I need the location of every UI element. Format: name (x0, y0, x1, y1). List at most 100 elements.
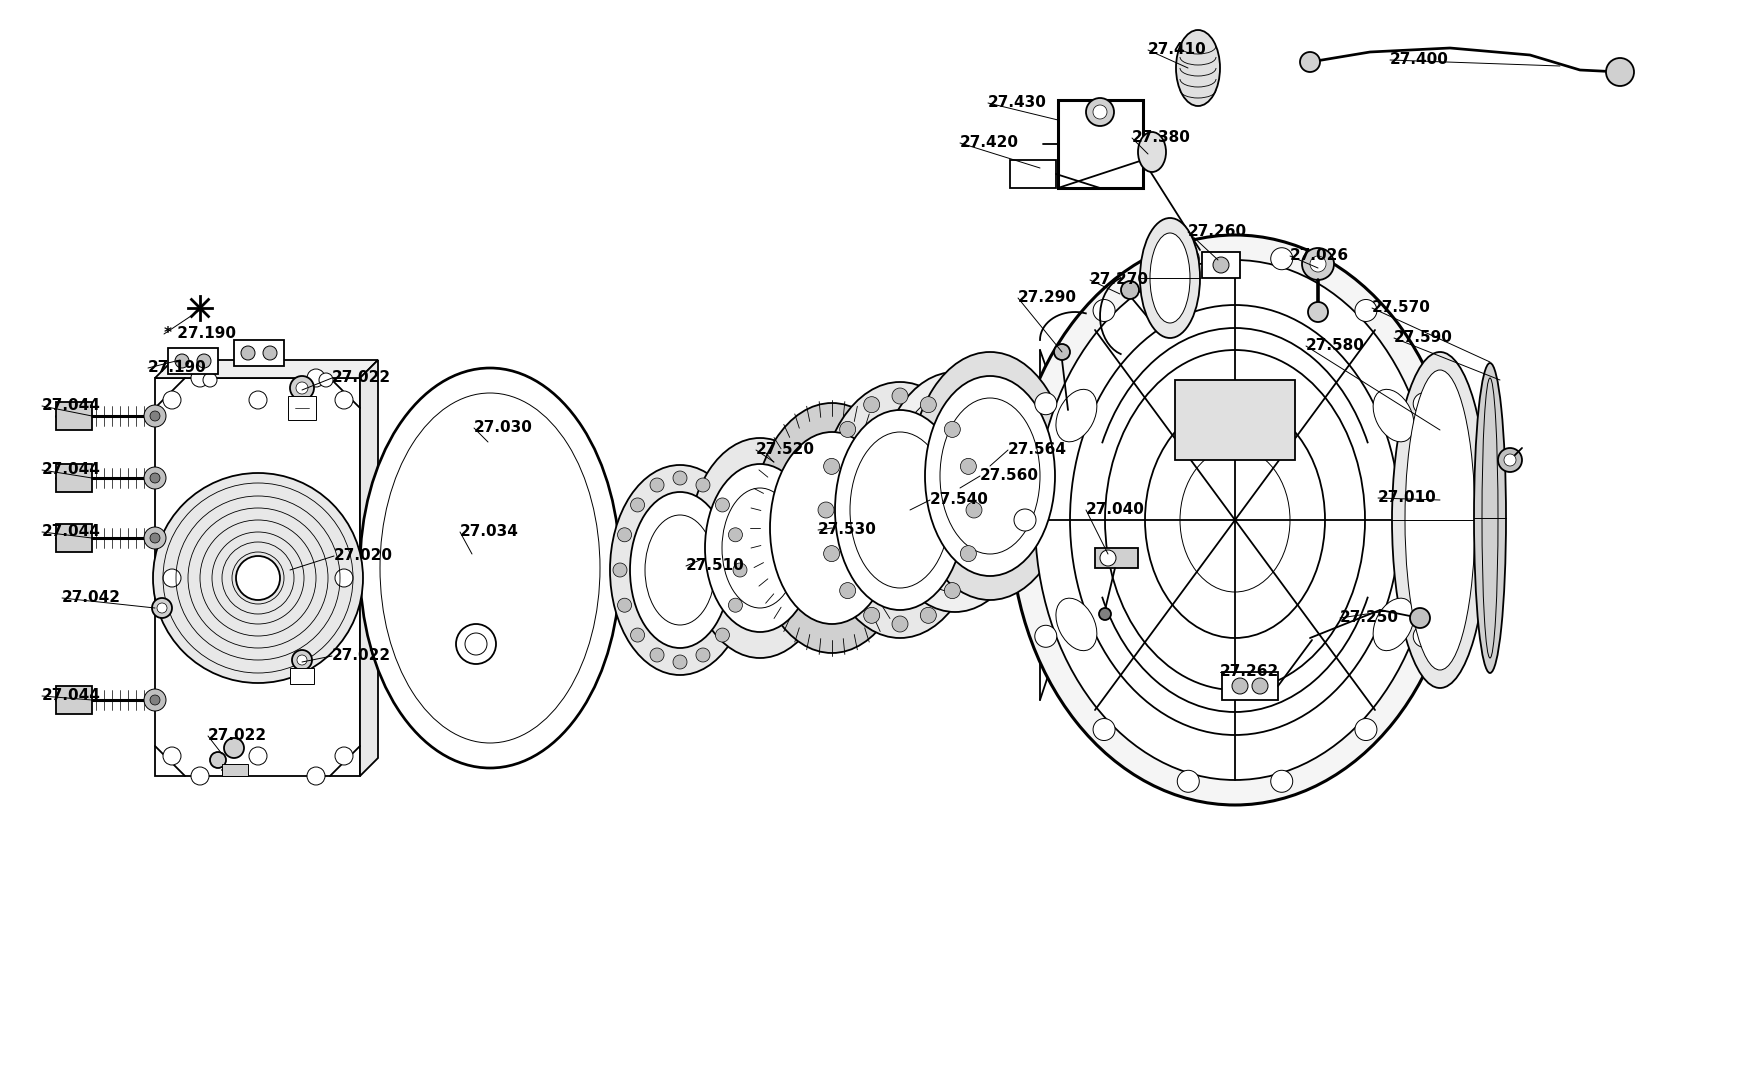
Circle shape (612, 563, 626, 577)
Circle shape (1269, 248, 1292, 270)
Circle shape (163, 391, 181, 409)
Circle shape (1054, 343, 1069, 360)
Circle shape (817, 502, 833, 518)
Text: 27.410: 27.410 (1148, 42, 1207, 57)
Circle shape (823, 458, 840, 474)
Text: 27.030: 27.030 (473, 421, 532, 435)
Circle shape (630, 628, 643, 642)
Circle shape (673, 655, 687, 669)
Circle shape (696, 648, 710, 662)
Text: 27.580: 27.580 (1306, 338, 1363, 353)
Circle shape (1409, 608, 1429, 628)
Text: 27.510: 27.510 (685, 557, 744, 574)
Ellipse shape (1149, 233, 1189, 323)
Text: 27.262: 27.262 (1219, 664, 1278, 679)
Circle shape (1035, 393, 1056, 415)
Ellipse shape (630, 492, 730, 648)
Ellipse shape (1035, 260, 1435, 780)
Circle shape (1092, 300, 1115, 321)
Text: 27.190: 27.190 (148, 360, 207, 374)
Circle shape (1502, 454, 1515, 467)
Circle shape (336, 747, 353, 765)
Circle shape (297, 655, 306, 664)
Ellipse shape (751, 403, 911, 653)
Circle shape (729, 528, 743, 541)
Text: 27.570: 27.570 (1372, 300, 1429, 315)
Circle shape (336, 569, 353, 587)
Circle shape (732, 563, 746, 577)
Polygon shape (56, 464, 92, 492)
Circle shape (163, 569, 181, 587)
Circle shape (290, 376, 313, 400)
Circle shape (1092, 105, 1106, 119)
Circle shape (630, 498, 643, 511)
Circle shape (1092, 719, 1115, 740)
Circle shape (191, 369, 209, 387)
Circle shape (249, 391, 266, 409)
Text: 27.040: 27.040 (1085, 502, 1144, 517)
Polygon shape (289, 396, 316, 421)
Circle shape (203, 373, 217, 387)
Ellipse shape (1137, 132, 1165, 172)
Ellipse shape (925, 376, 1054, 576)
Circle shape (715, 498, 729, 511)
Ellipse shape (1176, 30, 1219, 106)
Circle shape (318, 373, 332, 387)
Circle shape (210, 752, 226, 768)
Circle shape (1309, 256, 1325, 272)
Polygon shape (155, 378, 360, 776)
Text: 27.044: 27.044 (42, 462, 101, 477)
Circle shape (1035, 625, 1056, 647)
Ellipse shape (360, 368, 619, 768)
Text: 27.026: 27.026 (1289, 248, 1348, 263)
Circle shape (144, 689, 165, 710)
Ellipse shape (817, 382, 981, 638)
Circle shape (296, 382, 308, 394)
Circle shape (1099, 608, 1111, 620)
Circle shape (1301, 248, 1334, 280)
Circle shape (197, 354, 210, 368)
Text: 27.590: 27.590 (1393, 330, 1452, 345)
Circle shape (1433, 509, 1456, 531)
Circle shape (863, 608, 880, 624)
Polygon shape (1202, 253, 1240, 278)
Circle shape (892, 388, 908, 404)
Circle shape (144, 406, 165, 427)
Circle shape (150, 533, 160, 542)
Polygon shape (223, 764, 249, 776)
Circle shape (157, 603, 167, 613)
Polygon shape (1094, 548, 1137, 568)
Circle shape (1355, 300, 1376, 321)
Circle shape (1212, 257, 1228, 273)
Ellipse shape (1139, 218, 1200, 338)
Circle shape (1299, 52, 1320, 72)
Circle shape (823, 546, 840, 562)
Circle shape (920, 608, 936, 624)
Text: 27.022: 27.022 (332, 648, 391, 663)
Circle shape (673, 471, 687, 485)
Polygon shape (155, 360, 377, 378)
Ellipse shape (1056, 598, 1096, 651)
Circle shape (617, 528, 631, 541)
Polygon shape (1009, 160, 1056, 188)
Circle shape (1269, 770, 1292, 792)
Polygon shape (169, 348, 217, 374)
Text: 27.010: 27.010 (1377, 490, 1436, 505)
Text: 27.430: 27.430 (988, 95, 1047, 110)
Ellipse shape (1391, 352, 1487, 688)
Ellipse shape (610, 465, 750, 675)
Ellipse shape (1473, 363, 1506, 673)
Ellipse shape (876, 372, 1033, 612)
Text: 27.380: 27.380 (1132, 129, 1189, 146)
Circle shape (144, 528, 165, 549)
Ellipse shape (1372, 389, 1414, 442)
Circle shape (242, 346, 256, 360)
Circle shape (176, 354, 190, 368)
Polygon shape (290, 668, 313, 684)
Ellipse shape (237, 556, 280, 600)
Circle shape (696, 478, 710, 492)
Text: 27.044: 27.044 (42, 398, 101, 413)
Circle shape (1177, 770, 1198, 792)
Circle shape (965, 502, 981, 518)
Ellipse shape (770, 432, 894, 624)
